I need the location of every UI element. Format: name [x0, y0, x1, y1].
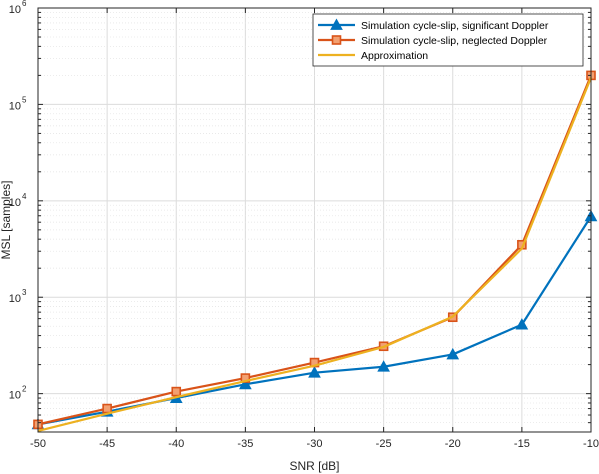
y-axis-label: MSL [samples]	[0, 181, 13, 260]
legend-label: Simulation cycle-slip, neglected Doppler	[361, 35, 548, 47]
series-marker-triangle	[377, 360, 390, 372]
legend-box	[312, 13, 584, 67]
series-marker-square	[171, 386, 182, 397]
y-tick-exponent: 4	[22, 192, 27, 201]
series-marker-triangle	[446, 347, 460, 360]
series-marker-triangle	[239, 377, 252, 390]
x-tick-label: -20	[445, 438, 461, 450]
x-tick-label: -40	[168, 438, 184, 450]
series-marker-square	[331, 35, 342, 45]
y-tick-exponent: 6	[22, 0, 27, 8]
y-tick-label: 10	[9, 197, 21, 209]
x-tick-label: -25	[376, 438, 392, 450]
x-tick-label: -35	[237, 438, 253, 450]
x-tick-label: -10	[583, 438, 599, 450]
legend: Simulation cycle-slip, significant Doppl…	[312, 13, 584, 67]
y-tick-exponent: 5	[22, 95, 27, 104]
x-tick-label: -30	[307, 438, 323, 450]
y-tick-label: 10	[9, 4, 21, 16]
legend-label: Approximation	[361, 50, 428, 62]
y-tick-label: 10	[9, 293, 21, 305]
series-marker-triangle	[515, 318, 529, 330]
y-tick-exponent: 3	[22, 288, 27, 297]
y-tick-exponent: 2	[22, 385, 27, 394]
series-marker-triangle	[330, 18, 343, 30]
x-axis-label: SNR [dB]	[289, 459, 339, 473]
y-tick-label: 10	[9, 390, 21, 402]
series-3	[37, 77, 593, 433]
series-line	[37, 77, 593, 433]
x-tick-label: -50	[30, 438, 46, 450]
x-tick-label: -15	[514, 438, 530, 450]
series-marker-square	[102, 403, 112, 414]
legend-item: Simulation cycle-slip, neglected Doppler	[318, 35, 548, 47]
legend-item: Simulation cycle-slip, significant Doppl…	[318, 18, 549, 32]
legend-label: Simulation cycle-slip, significant Doppl…	[361, 20, 549, 32]
axis-ticks: -50 -45 -40 -35 -30 -25 -20 -15 -101021031041051…	[9, 0, 599, 450]
legend-item: Approximation	[318, 50, 428, 62]
y-tick-label: 10	[9, 100, 21, 112]
series-marker-triangle	[308, 366, 321, 378]
x-tick-label: -45	[99, 438, 115, 450]
